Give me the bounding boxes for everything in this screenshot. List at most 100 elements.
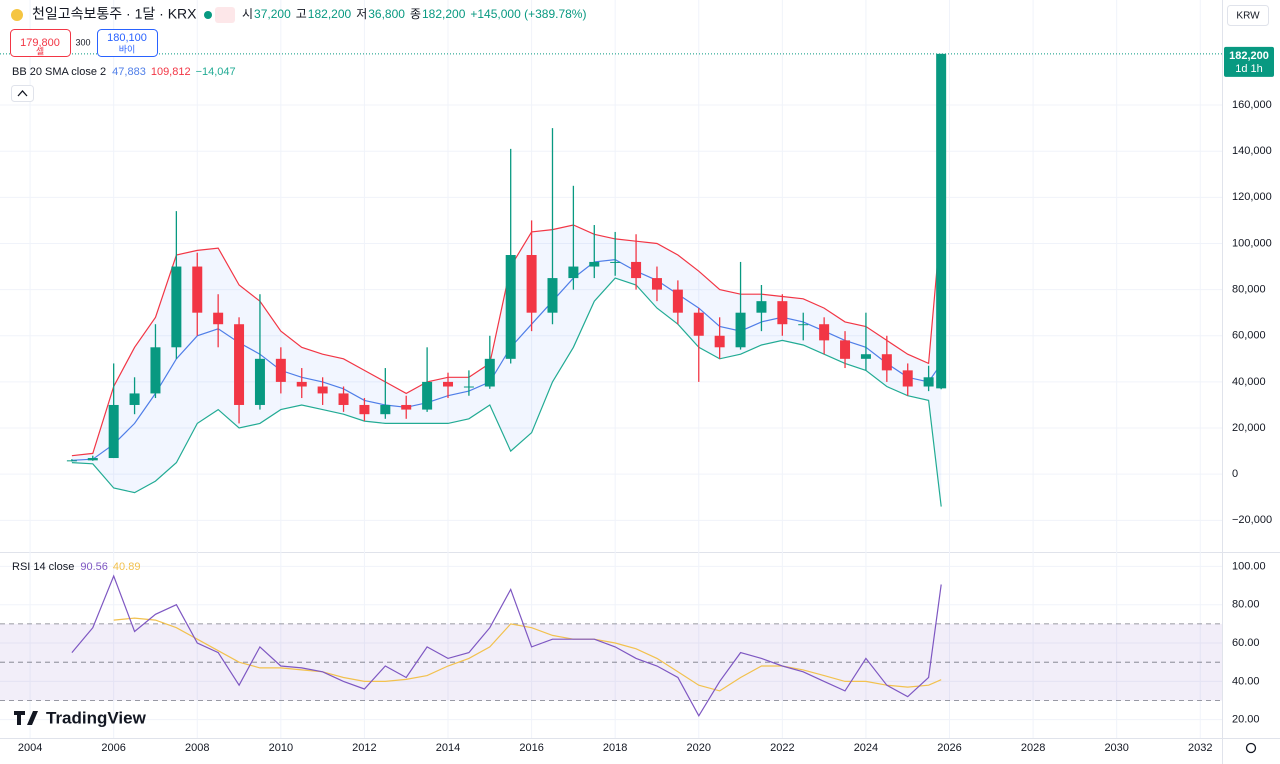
candle-body bbox=[463, 386, 474, 388]
band-title: BB 20 SMA close 2 bbox=[12, 66, 106, 78]
candle-body bbox=[631, 261, 642, 279]
brand-logo: TradingView bbox=[14, 708, 147, 727]
last-price-box bbox=[1224, 46, 1274, 77]
candle-body bbox=[422, 381, 433, 410]
y-tick-label: 60.00 bbox=[1232, 637, 1260, 649]
x-tick-label: 2026 bbox=[937, 742, 961, 754]
x-tick-label: 2004 bbox=[18, 742, 42, 754]
sell-price[interactable]: 179,800 bbox=[20, 37, 60, 49]
candle-body bbox=[902, 370, 913, 387]
y-tick-label: 140,000 bbox=[1232, 145, 1272, 157]
rsi-pane bbox=[0, 574, 1222, 718]
ohlc-key: 저 bbox=[356, 7, 367, 21]
band-lower-label: −14,047 bbox=[196, 66, 236, 78]
ohlc-key: 시 bbox=[242, 7, 253, 21]
candle-body bbox=[443, 381, 454, 387]
candle-body bbox=[401, 404, 412, 410]
rsi-line bbox=[71, 574, 942, 718]
ohlc-key: 고 bbox=[296, 7, 307, 21]
band-lower bbox=[71, 277, 942, 507]
collapse-button[interactable] bbox=[11, 85, 34, 102]
x-tick-label: 2010 bbox=[269, 742, 293, 754]
candle-body bbox=[860, 354, 871, 359]
y-tick-label: 100.00 bbox=[1232, 560, 1266, 572]
candle-body bbox=[923, 377, 934, 387]
ohlc-value: 37,200 bbox=[254, 7, 291, 21]
x-tick-label: 2032 bbox=[1188, 742, 1212, 754]
x-tick-label: 2024 bbox=[854, 742, 878, 754]
currency-button[interactable] bbox=[1227, 5, 1269, 26]
candle-body bbox=[359, 404, 370, 415]
y-tick-label: 60,000 bbox=[1232, 330, 1266, 342]
candle-body bbox=[66, 460, 77, 462]
buy-button[interactable] bbox=[97, 29, 158, 57]
candle-body bbox=[651, 278, 662, 290]
candle-body bbox=[275, 358, 286, 382]
candle-body bbox=[756, 301, 767, 313]
currency[interactable]: KRW bbox=[1236, 11, 1260, 22]
buy-price[interactable]: 180,100 bbox=[107, 32, 147, 44]
symbol-title: 천일고속보통주 · 1달 · KRX bbox=[32, 6, 197, 22]
ohlc-value: 182,200 bbox=[308, 7, 352, 21]
x-tick-label: 2006 bbox=[101, 742, 125, 754]
band-fill bbox=[71, 220, 942, 507]
last-price-countdown: 1d 1h bbox=[1235, 63, 1263, 75]
y-tick-label: 160,000 bbox=[1232, 99, 1272, 111]
ohlc-value: 182,200 bbox=[422, 7, 466, 21]
y-tick-label: 80,000 bbox=[1232, 284, 1266, 296]
rsi-value-label: 40.89 bbox=[113, 561, 141, 573]
x-tick-label: 2022 bbox=[770, 742, 794, 754]
candle-body bbox=[819, 324, 830, 341]
y-tick-label: 100,000 bbox=[1232, 237, 1272, 249]
candle-body bbox=[108, 404, 119, 459]
ohlc-value: 36,800 bbox=[368, 7, 405, 21]
y-tick-label: −20,000 bbox=[1232, 514, 1272, 526]
symbol-icon bbox=[11, 9, 23, 21]
y-tick-label: 20.00 bbox=[1232, 714, 1260, 726]
y-tick-label: 80.00 bbox=[1232, 599, 1260, 611]
brand-mark bbox=[14, 711, 38, 725]
change: +145,000 (+389.78%) bbox=[470, 7, 586, 21]
y-tick-label: 40,000 bbox=[1232, 376, 1266, 388]
candle-body bbox=[254, 358, 265, 405]
candle-body bbox=[338, 393, 349, 405]
band-upper-label: 109,812 bbox=[151, 66, 191, 78]
price-pane bbox=[0, 53, 1222, 507]
band-basis-label: 47,883 bbox=[112, 66, 146, 78]
status-dot bbox=[204, 11, 212, 19]
candle-body bbox=[735, 312, 746, 348]
sell-label[interactable]: 셀 bbox=[36, 46, 44, 56]
candle-body bbox=[129, 393, 140, 405]
candle-body bbox=[798, 324, 809, 326]
buy-label[interactable]: 바이 bbox=[119, 44, 136, 54]
ohlc-key: 종 bbox=[410, 7, 421, 21]
x-tick-label: 2028 bbox=[1021, 742, 1045, 754]
candle-body bbox=[547, 278, 558, 313]
candle-body bbox=[610, 261, 621, 263]
candle-body bbox=[380, 404, 391, 415]
last-price-label: 182,200 bbox=[1229, 50, 1269, 62]
y-tick-label: 120,000 bbox=[1232, 191, 1272, 203]
y-tick-label: 20,000 bbox=[1232, 422, 1266, 434]
candle-body bbox=[589, 261, 600, 267]
sell-button[interactable] bbox=[10, 29, 71, 57]
x-tick-label: 2016 bbox=[519, 742, 543, 754]
collapse-icon bbox=[17, 90, 28, 97]
rsi-line bbox=[113, 617, 942, 692]
x-tick-label: 2020 bbox=[687, 742, 711, 754]
x-tick-label: 2030 bbox=[1104, 742, 1128, 754]
candle-body bbox=[936, 53, 947, 389]
candle-body bbox=[840, 340, 851, 359]
candle-body bbox=[87, 458, 98, 461]
candle-body bbox=[171, 266, 182, 348]
candle-body bbox=[192, 266, 203, 313]
candle-body bbox=[505, 255, 516, 359]
candle-body bbox=[296, 381, 307, 387]
x-tick-label: 2018 bbox=[603, 742, 627, 754]
candle-body bbox=[714, 335, 725, 348]
x-tick-label: 2008 bbox=[185, 742, 209, 754]
rsi-title: RSI 14 close bbox=[12, 561, 74, 573]
settings-icon[interactable] bbox=[1245, 742, 1257, 754]
